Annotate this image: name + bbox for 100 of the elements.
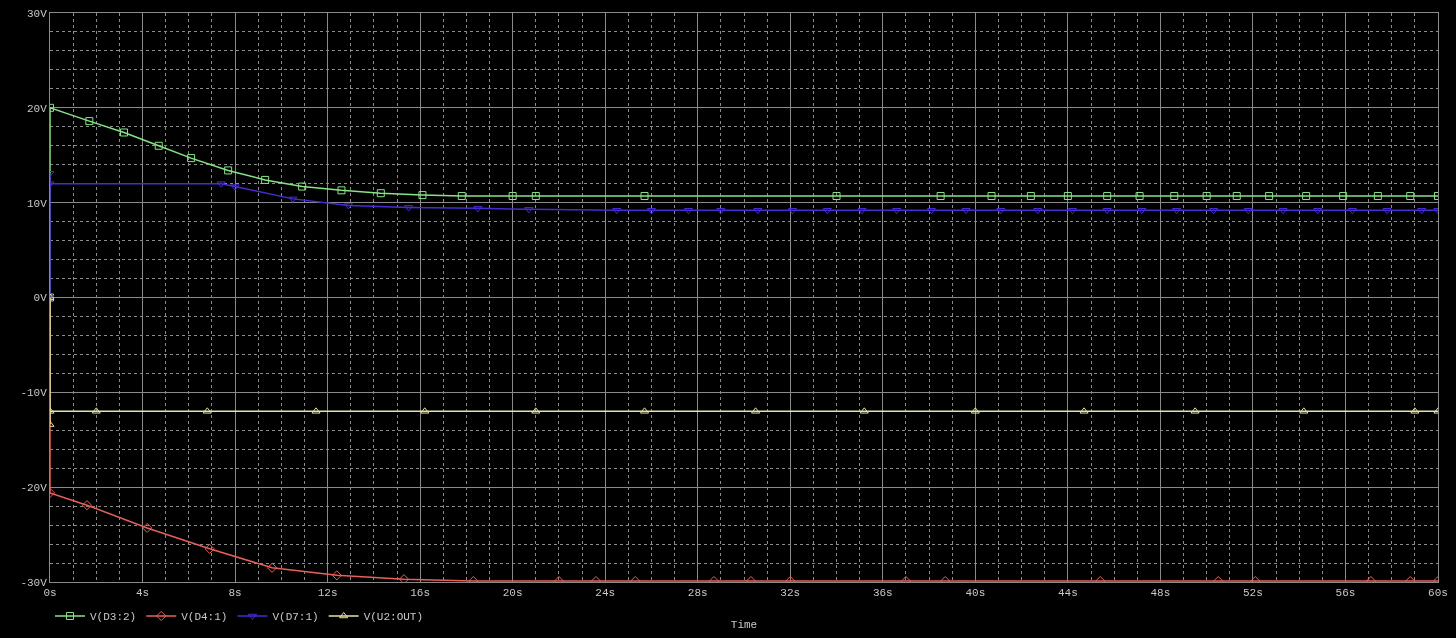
point — [337, 186, 346, 195]
x-tick-label: 32s — [780, 587, 801, 600]
y-tick-label: 0V — [33, 292, 48, 305]
y-tick-label: 20V — [26, 102, 48, 115]
y-tick-label: 30V — [26, 7, 48, 20]
point — [204, 543, 215, 554]
point — [202, 407, 212, 414]
legend-label: V(D7:1) — [272, 611, 319, 624]
point — [298, 182, 307, 191]
point — [404, 205, 414, 212]
point — [1135, 192, 1144, 201]
point — [1313, 208, 1323, 215]
x-tick-label: 60s — [1428, 587, 1448, 600]
point — [81, 500, 93, 511]
point — [1417, 208, 1427, 215]
point — [508, 192, 517, 201]
point — [1339, 192, 1348, 201]
point — [716, 208, 726, 215]
point — [142, 522, 153, 533]
point — [751, 407, 761, 414]
x-axis-title: Time — [730, 619, 758, 632]
point — [1265, 192, 1274, 201]
point — [640, 192, 649, 201]
point — [398, 574, 409, 582]
point — [376, 189, 385, 198]
y-tick-label: 10V — [26, 197, 48, 210]
point — [420, 407, 430, 414]
point — [261, 175, 270, 184]
x-tick-label: 16s — [410, 587, 431, 600]
point — [524, 207, 534, 214]
x-tick-label: 20s — [502, 587, 523, 600]
point — [531, 407, 541, 414]
x-tick-label: 8s — [228, 587, 242, 600]
point — [822, 208, 832, 215]
point — [926, 208, 936, 215]
point — [85, 117, 94, 126]
point — [1137, 208, 1147, 215]
x-tick-label: 28s — [687, 587, 708, 600]
point — [1202, 192, 1211, 201]
point — [288, 196, 298, 203]
x-tick-label: 36s — [872, 587, 893, 600]
point — [187, 154, 196, 163]
x-tick-label: 48s — [1150, 587, 1171, 600]
point — [1232, 192, 1241, 201]
point — [1406, 192, 1415, 201]
point — [224, 166, 233, 175]
legend-label: V(D4:1) — [181, 611, 228, 624]
x-tick-label: 52s — [1243, 587, 1263, 600]
x-tick-label: 40s — [965, 587, 986, 600]
point — [457, 192, 466, 201]
x-tick-label: 56s — [1335, 587, 1356, 600]
point — [343, 203, 353, 210]
point — [120, 128, 129, 137]
point — [1172, 208, 1182, 215]
point — [154, 141, 163, 150]
point — [473, 206, 483, 213]
point — [267, 562, 278, 573]
x-tick-label: 44s — [1057, 587, 1078, 600]
point — [832, 192, 841, 201]
point — [1347, 208, 1357, 215]
point — [311, 407, 321, 414]
point — [1302, 192, 1311, 201]
point — [1026, 192, 1035, 201]
point — [216, 181, 226, 188]
point — [331, 570, 342, 581]
point — [788, 208, 798, 215]
point — [936, 192, 945, 201]
x-tick-label: 0s — [43, 587, 57, 600]
x-tick-label: 4s — [135, 587, 150, 600]
point — [91, 407, 101, 414]
point — [1382, 208, 1392, 215]
point — [230, 184, 240, 191]
point — [857, 208, 867, 215]
point — [987, 192, 996, 201]
point — [996, 208, 1006, 215]
point — [1079, 407, 1089, 414]
x-tick-label: 12s — [317, 587, 338, 600]
legend-label: V(U2:OUT) — [363, 611, 424, 624]
point — [531, 192, 540, 201]
point — [961, 208, 971, 215]
point — [892, 208, 902, 215]
point — [1373, 192, 1382, 201]
legend-label: V(D3:2) — [90, 611, 137, 624]
point — [1410, 407, 1420, 414]
point — [1209, 208, 1219, 215]
point — [1063, 192, 1072, 201]
point — [1278, 208, 1288, 215]
point — [1243, 208, 1253, 215]
point — [1170, 192, 1179, 201]
point — [970, 407, 980, 414]
point — [1103, 192, 1112, 201]
y-tick-label: -30V — [20, 576, 48, 589]
x-tick-label: 24s — [595, 587, 616, 600]
point — [418, 191, 427, 200]
y-tick-label: -20V — [20, 482, 48, 495]
point — [859, 407, 869, 414]
point — [1299, 407, 1309, 414]
point — [612, 208, 622, 215]
point — [1033, 208, 1043, 215]
point — [1102, 208, 1112, 215]
